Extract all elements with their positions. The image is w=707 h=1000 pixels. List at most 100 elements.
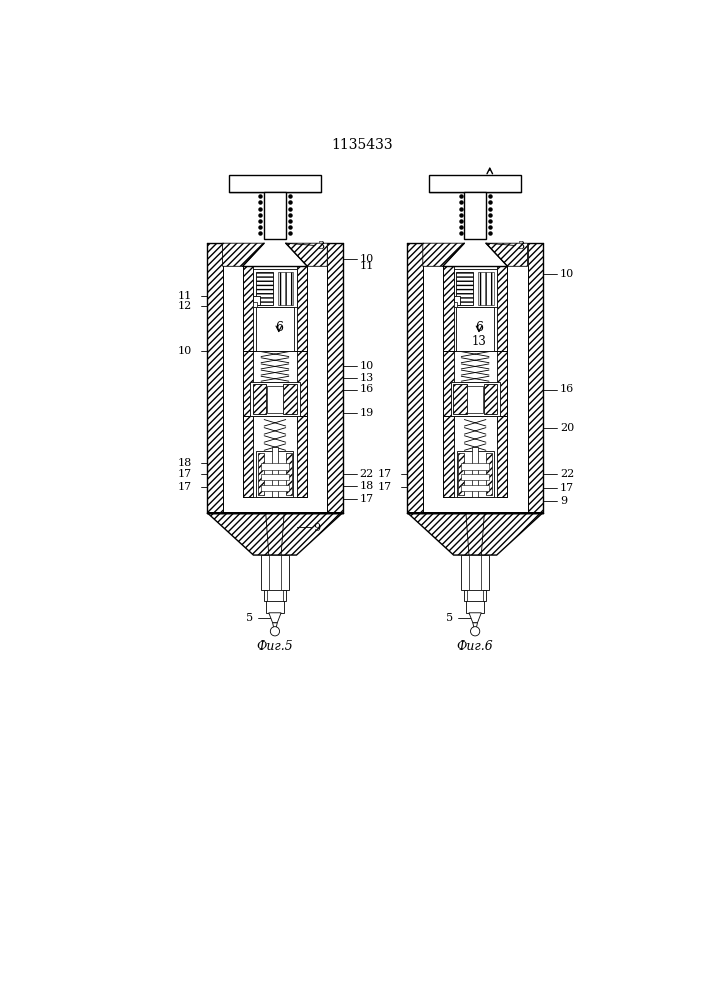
Polygon shape (486, 243, 527, 266)
Text: Фиг.6: Фиг.6 (457, 640, 493, 653)
Bar (466, 601, 484, 613)
Polygon shape (407, 513, 543, 555)
Text: 17: 17 (560, 483, 574, 493)
Polygon shape (469, 613, 481, 623)
Bar (469, 555, 481, 590)
Polygon shape (527, 243, 543, 513)
Circle shape (270, 627, 279, 636)
Bar (257, 451, 293, 497)
Bar (267, 386, 283, 413)
Text: 6: 6 (275, 321, 283, 334)
Polygon shape (273, 623, 277, 628)
Bar (252, 384, 267, 414)
Bar (258, 453, 264, 495)
Bar (456, 307, 494, 351)
Polygon shape (473, 623, 477, 628)
Bar (484, 384, 498, 414)
Polygon shape (296, 266, 308, 351)
Text: 5: 5 (446, 613, 454, 623)
Text: 10: 10 (360, 254, 374, 264)
Polygon shape (443, 416, 454, 497)
Polygon shape (423, 243, 464, 266)
Polygon shape (223, 243, 264, 266)
Bar (478, 272, 493, 305)
Bar (261, 555, 288, 590)
Bar (467, 386, 483, 413)
Circle shape (471, 627, 480, 636)
Bar (454, 296, 460, 305)
Polygon shape (443, 266, 454, 351)
Polygon shape (269, 613, 281, 623)
Text: 22: 22 (560, 469, 574, 479)
Bar (256, 307, 294, 351)
Bar (261, 485, 288, 491)
Bar (461, 474, 489, 480)
Bar (253, 302, 257, 307)
Bar (278, 272, 293, 305)
Bar (261, 463, 288, 470)
Text: 17: 17 (360, 494, 374, 504)
Bar (284, 384, 297, 414)
Bar (454, 269, 497, 307)
Text: 10: 10 (177, 346, 192, 356)
Bar (261, 474, 288, 480)
Bar (457, 451, 493, 497)
Bar (454, 302, 457, 307)
Text: 17: 17 (378, 469, 392, 479)
Polygon shape (327, 243, 343, 513)
Text: 3: 3 (317, 241, 325, 251)
Text: 17: 17 (177, 469, 192, 479)
Polygon shape (243, 351, 253, 443)
Polygon shape (207, 513, 343, 555)
Bar (467, 590, 483, 601)
Text: 12: 12 (177, 301, 192, 311)
Text: 18: 18 (360, 481, 374, 491)
Bar (250, 382, 300, 416)
Polygon shape (296, 416, 308, 497)
Bar (461, 463, 489, 470)
Bar (464, 590, 486, 601)
Bar (464, 192, 486, 239)
Bar (472, 447, 478, 497)
Text: 9: 9 (560, 496, 567, 506)
Text: 9: 9 (313, 523, 320, 533)
Polygon shape (286, 243, 327, 266)
Text: 1135433: 1135433 (331, 138, 393, 152)
Bar (266, 601, 284, 613)
Bar (286, 453, 292, 495)
Text: 10: 10 (560, 269, 574, 279)
Text: 10: 10 (360, 361, 374, 371)
Polygon shape (407, 243, 423, 513)
Text: Фиг.5: Фиг.5 (257, 640, 293, 653)
Bar (264, 590, 286, 601)
Bar (253, 296, 259, 305)
Text: 5: 5 (246, 613, 253, 623)
Polygon shape (443, 351, 454, 443)
Bar (253, 269, 296, 307)
Polygon shape (243, 416, 253, 497)
Text: 13: 13 (360, 373, 374, 383)
Text: 3: 3 (518, 241, 525, 251)
Text: 22: 22 (360, 469, 374, 479)
Text: 19: 19 (360, 408, 374, 418)
Text: 16: 16 (560, 384, 574, 394)
Polygon shape (296, 351, 308, 443)
Polygon shape (497, 416, 508, 497)
Bar (272, 447, 278, 497)
Bar (461, 555, 489, 590)
Bar (264, 192, 286, 239)
Text: 18: 18 (177, 458, 192, 468)
Text: 6: 6 (475, 321, 483, 334)
Bar (458, 453, 464, 495)
Text: 11: 11 (177, 291, 192, 301)
Bar (461, 485, 489, 491)
Bar (229, 175, 321, 192)
Bar (267, 590, 283, 601)
Bar (486, 453, 492, 495)
Bar (429, 175, 521, 192)
Bar (456, 272, 473, 305)
Text: 16: 16 (360, 384, 374, 394)
Text: 17: 17 (177, 482, 192, 492)
Polygon shape (497, 266, 508, 351)
Text: 17: 17 (378, 482, 392, 492)
